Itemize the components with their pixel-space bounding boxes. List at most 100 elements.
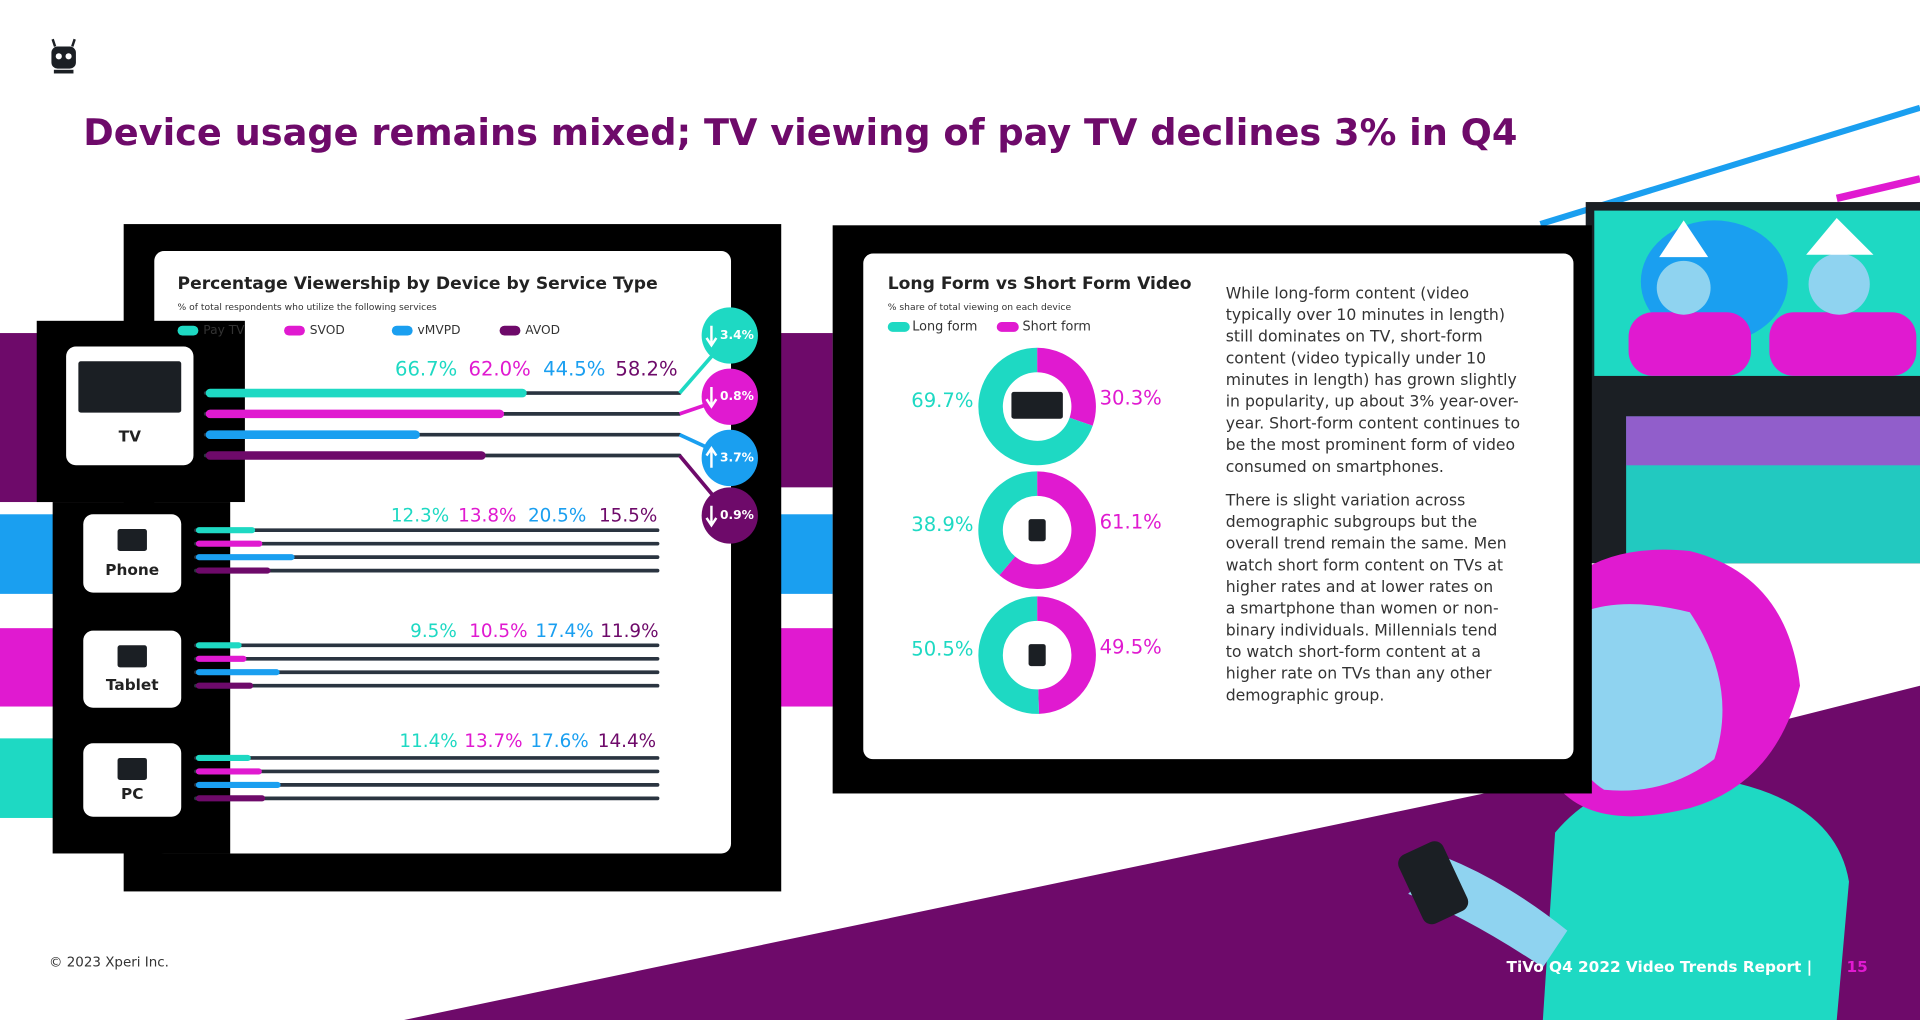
value-label: 10.5% — [469, 621, 527, 642]
value-label: 13.8% — [458, 506, 516, 527]
value-label: 15.5% — [599, 506, 657, 527]
value-label: 69.7% — [911, 389, 973, 412]
legend-swatch — [887, 322, 910, 332]
donut-segment — [978, 347, 1093, 466]
change-arrow — [705, 445, 718, 468]
value-label: 62.0% — [468, 357, 530, 380]
device-label: TV — [119, 428, 141, 446]
legend-label: vMVPD — [418, 323, 461, 337]
bar — [195, 682, 254, 689]
change-badge — [701, 368, 758, 425]
donut-segment — [1036, 596, 1096, 714]
bar — [195, 540, 263, 547]
value-label: 12.3% — [391, 506, 449, 527]
logo — [51, 38, 76, 74]
change-arrow — [705, 505, 718, 528]
value-label: 11.9% — [600, 621, 658, 642]
bar — [195, 527, 256, 534]
change-label: 0.8% — [720, 389, 754, 403]
value-label: 38.9% — [911, 513, 973, 536]
page-number: 15 — [1847, 958, 1868, 976]
paragraph-line: a smartphone than women or non- — [1226, 599, 1499, 618]
change-label: 3.7% — [720, 450, 754, 464]
paragraph-line: binary individuals. Millennials tend — [1226, 620, 1498, 639]
value-label: 17.6% — [530, 731, 588, 752]
paragraph-line: year. Short-form content continues to — [1226, 413, 1520, 432]
stripe — [771, 514, 833, 594]
paragraph-line: minutes in length) has grown slightly — [1226, 370, 1517, 389]
scene-face — [1656, 260, 1711, 315]
value-label: 9.5% — [410, 621, 457, 642]
change-arrow — [705, 386, 718, 409]
panel-card — [154, 251, 732, 854]
phone — [1398, 841, 1469, 925]
bar — [195, 754, 251, 762]
legend-swatch — [499, 325, 521, 336]
device-icon — [1028, 519, 1046, 542]
legend-label: Pay TV — [203, 323, 245, 337]
bar — [205, 451, 486, 460]
change-badge — [701, 429, 758, 487]
bar — [205, 430, 420, 439]
donut-segment — [978, 596, 1039, 714]
device-icon — [1011, 391, 1063, 419]
paragraph-line: watch short form content on TVs at — [1226, 555, 1503, 574]
value-label: 58.2% — [615, 357, 677, 380]
paragraph-line: overall trend remain the same. Men — [1226, 534, 1507, 553]
device-icon — [117, 645, 147, 668]
bar — [195, 795, 266, 802]
bar — [195, 781, 281, 788]
value-label: 61.1% — [1100, 510, 1162, 533]
value-label: 20.5% — [528, 506, 586, 527]
device-card — [83, 630, 182, 708]
legend-label: Short form — [1022, 319, 1091, 334]
slide-title: Device usage remains mixed; TV viewing o… — [83, 111, 1517, 154]
change-badge — [701, 307, 758, 364]
bar — [195, 567, 271, 574]
bar — [195, 642, 242, 649]
legend-swatch — [391, 325, 413, 336]
scene-counter — [1626, 416, 1920, 466]
device-label: Tablet — [106, 676, 159, 694]
value-label: 14.4% — [598, 731, 656, 752]
device-icon — [117, 528, 147, 552]
paragraph-line: There is slight variation across — [1225, 490, 1466, 509]
change-label: 3.4% — [720, 328, 754, 342]
legend-label: AVOD — [525, 323, 560, 337]
bar — [195, 669, 280, 676]
device-label: Phone — [105, 561, 159, 579]
scene-person — [1628, 312, 1752, 376]
paragraph-line: content (video typically under 10 — [1226, 348, 1486, 367]
legend-swatch — [284, 325, 305, 336]
legend-label: Long form — [912, 319, 977, 334]
paragraph-line: higher rates and at lower rates on — [1226, 577, 1493, 596]
donut-segment — [978, 471, 1038, 576]
paragraph-line: consumed on smartphones. — [1226, 457, 1444, 476]
bar — [195, 554, 295, 561]
donut-segment — [1036, 347, 1096, 426]
change-label: 0.9% — [720, 508, 754, 522]
donut-segment — [999, 471, 1096, 589]
bar — [205, 388, 527, 398]
device-icon — [117, 757, 147, 780]
scene-face — [1808, 253, 1870, 315]
change-badge — [701, 487, 758, 544]
stripe — [0, 514, 56, 594]
bar — [195, 768, 262, 775]
report-name: TiVo Q4 2022 Video Trends Report | — [1507, 958, 1813, 977]
scene-hat — [1806, 217, 1874, 255]
paragraph-line: higher rate on TVs than any other — [1226, 664, 1492, 683]
stripe — [0, 628, 56, 707]
value-label: 50.5% — [911, 638, 973, 661]
stripe — [0, 738, 56, 818]
chart-title: Percentage Viewership by Device by Servi… — [178, 274, 658, 294]
person-body — [1542, 777, 1849, 1020]
value-label: 44.5% — [543, 357, 605, 380]
device-card — [83, 514, 182, 593]
legend-label: SVOD — [310, 323, 345, 337]
value-label: 13.7% — [464, 731, 522, 752]
paragraph-line: demographic group. — [1226, 685, 1385, 704]
value-label: 30.3% — [1100, 387, 1162, 410]
